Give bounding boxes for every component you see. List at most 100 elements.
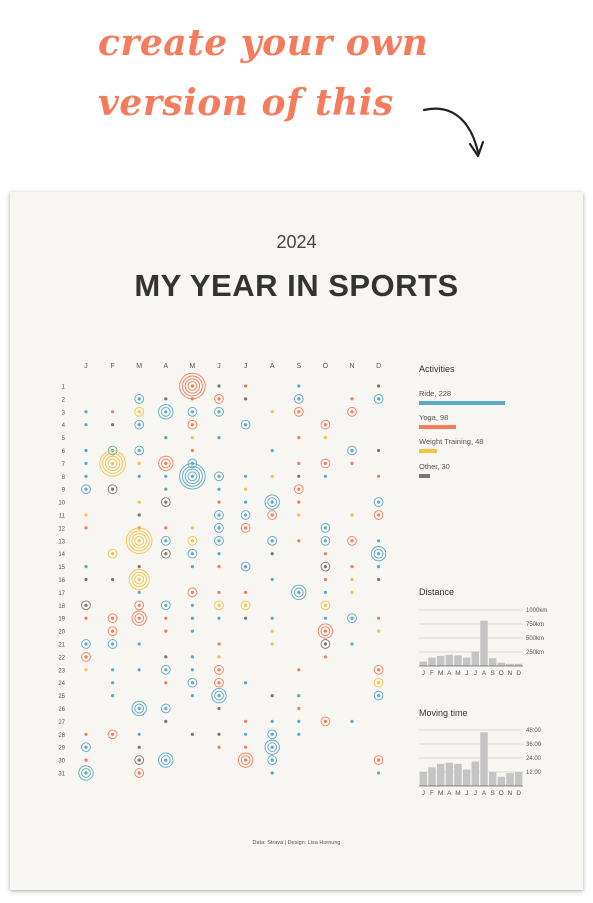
activity-ring <box>81 639 91 649</box>
activity-dot <box>84 745 88 749</box>
day-label: 20 <box>58 630 65 636</box>
activity-ring <box>291 584 307 601</box>
activity-dot <box>323 577 327 582</box>
activity-dot <box>137 565 141 569</box>
month-tick: S <box>490 670 495 677</box>
activity-ring <box>214 471 224 482</box>
month-label: A <box>163 363 168 370</box>
activity-dot <box>84 410 88 414</box>
activity-dot <box>217 410 221 414</box>
tick-label: 48:00 <box>526 728 542 734</box>
activity-dot <box>270 513 274 517</box>
month-tick: O <box>499 670 504 677</box>
activity-dot <box>190 448 194 453</box>
activity-dot <box>137 397 141 401</box>
activity-dot <box>323 590 327 594</box>
activity-dot <box>137 745 141 749</box>
activity-ring <box>317 623 334 639</box>
activity-dot <box>297 487 301 491</box>
activity-ring <box>134 613 145 624</box>
activity-dot <box>323 423 327 427</box>
credit: Data: Strava | Design: Lisa Hornung <box>252 840 341 846</box>
headline-line-1: create your own <box>98 22 429 64</box>
activity-dot <box>323 603 327 607</box>
activity-dot <box>217 539 221 543</box>
activity-ring <box>240 523 251 533</box>
month-label: N <box>349 363 354 370</box>
activity-bar-yoga <box>419 425 456 429</box>
activity-dot <box>350 565 354 569</box>
activity-dot <box>244 526 248 530</box>
bar <box>454 763 462 786</box>
activity-dot <box>297 436 301 440</box>
day-label: 13 <box>58 539 65 545</box>
activity-dot <box>323 719 327 724</box>
activity-dot <box>270 732 274 736</box>
activity-dot <box>323 616 327 620</box>
tick-label: 250km <box>526 650 544 656</box>
activity-dot <box>270 448 274 453</box>
activity-ring <box>134 406 145 417</box>
activity-dot <box>297 384 301 388</box>
activity-dot <box>190 694 194 698</box>
activity-dot <box>137 732 141 736</box>
bar <box>419 772 428 786</box>
activity-ring <box>264 494 280 510</box>
activity-ring <box>267 742 278 753</box>
bar <box>436 655 445 666</box>
activity-dot <box>217 681 221 685</box>
day-label: 24 <box>58 681 65 687</box>
activity-dot <box>190 565 194 569</box>
activity-ring <box>134 574 145 585</box>
activity-dot <box>137 758 141 762</box>
activity-ring <box>370 546 387 562</box>
activity-dot <box>217 732 221 736</box>
activity-dot <box>323 526 327 530</box>
activity-ring <box>134 600 145 611</box>
activity-ring <box>134 419 145 430</box>
activity-ring <box>187 419 198 430</box>
activity-ring <box>128 530 150 552</box>
month-label: F <box>110 363 114 370</box>
activity-dot <box>377 771 381 775</box>
activity-ring <box>104 455 121 472</box>
bar <box>462 769 471 786</box>
activity-dot <box>84 565 88 569</box>
activity-dot <box>164 603 168 607</box>
activity-ring <box>320 716 331 727</box>
activity-dot <box>164 758 168 762</box>
bar <box>428 767 436 786</box>
headline-line-2: version of this <box>98 82 394 124</box>
activity-dot <box>137 706 141 711</box>
activity-ring <box>373 664 384 675</box>
month-label: J <box>84 363 88 370</box>
month-tick: J <box>422 670 425 677</box>
bar <box>436 763 445 786</box>
month-tick: J <box>474 670 477 677</box>
tick-label: 24:00 <box>526 756 542 762</box>
activity-dot <box>270 629 274 633</box>
activity-dot <box>164 655 168 659</box>
activity-dot <box>190 539 194 543</box>
day-label: 22 <box>58 655 65 661</box>
activity-ring <box>107 613 118 624</box>
activity-ring <box>373 510 384 520</box>
activity-dot <box>164 616 168 620</box>
activity-ring <box>187 406 198 417</box>
activity-dot <box>270 719 274 724</box>
activity-dot <box>377 500 381 504</box>
activity-ring <box>240 600 251 611</box>
activity-dot <box>190 474 194 478</box>
day-label: 7 <box>62 462 66 468</box>
activity-dot <box>270 474 274 478</box>
activity-dot <box>190 423 194 427</box>
activity-dot <box>350 397 354 401</box>
month-tick: A <box>447 670 452 677</box>
activity-dot <box>190 552 194 556</box>
bar <box>445 654 454 666</box>
day-label: 18 <box>58 604 65 610</box>
activity-ring <box>184 468 201 484</box>
activity-ring <box>320 523 331 533</box>
activity-dot <box>84 526 88 530</box>
